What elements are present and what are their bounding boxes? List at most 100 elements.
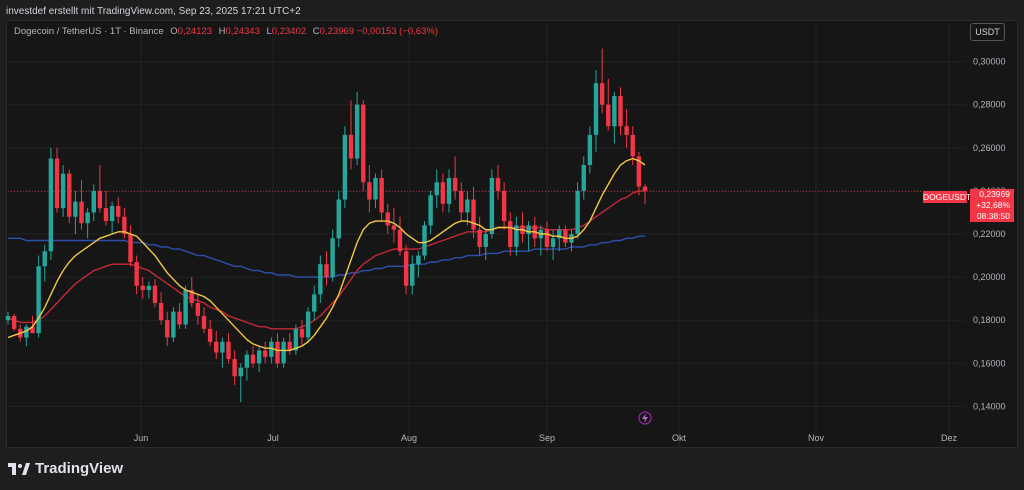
x-tick-label: Okt xyxy=(672,433,687,443)
candle-body xyxy=(275,341,280,364)
x-tick-label: Jun xyxy=(134,433,149,443)
y-tick-label: 0,28000 xyxy=(973,100,1006,110)
candle-body xyxy=(471,199,476,230)
low-value: 0,23402 xyxy=(271,26,307,37)
candle-body xyxy=(36,266,41,334)
candle-body xyxy=(330,238,335,278)
candle-body xyxy=(299,328,305,338)
candle-body xyxy=(183,290,188,325)
high-value: 0,24343 xyxy=(225,26,260,37)
candle-body xyxy=(158,302,164,321)
x-tick-label: Dez xyxy=(941,433,958,443)
candle-body xyxy=(128,234,133,263)
candle-body xyxy=(434,182,439,196)
candle-body xyxy=(250,354,256,364)
candle-body xyxy=(85,212,90,224)
symbol-price-tag: DOGEUSDT xyxy=(923,191,972,203)
lightning-icon xyxy=(638,411,652,425)
open-value: 0,24123 xyxy=(177,26,212,37)
candle-body xyxy=(501,190,507,222)
candle-body xyxy=(256,350,262,364)
candle-body xyxy=(97,190,103,209)
candle-body xyxy=(165,320,170,338)
last-price: 0,23969 xyxy=(979,189,1010,199)
low-key: L xyxy=(266,26,272,37)
lightning-bolt-icon xyxy=(642,413,648,423)
candle-body xyxy=(336,199,341,239)
candle-body xyxy=(24,326,29,338)
candle-body xyxy=(624,126,629,135)
candle-body xyxy=(612,96,617,127)
candle-body xyxy=(385,212,390,226)
chart-attribution: investdef erstellt mit TradingView.com, … xyxy=(6,6,301,17)
candle-body xyxy=(410,264,415,286)
candle-body xyxy=(312,294,317,312)
currency-button[interactable]: USDT xyxy=(970,23,1005,41)
candle-body xyxy=(593,83,599,135)
close-value: 0,23969 xyxy=(319,26,354,37)
candle-body xyxy=(318,264,323,295)
candle-body xyxy=(171,311,176,338)
candle-body xyxy=(5,315,11,321)
y-tick-label: 0,26000 xyxy=(973,143,1006,153)
candle-body xyxy=(263,350,268,357)
candle-body xyxy=(91,190,96,213)
tradingview-logo-icon xyxy=(8,463,30,476)
candle-body xyxy=(452,177,458,191)
high-key: H xyxy=(218,26,226,37)
candle-body xyxy=(42,251,47,267)
candle-body xyxy=(79,201,84,224)
candle-body xyxy=(465,199,470,213)
y-tick-label: 0,20000 xyxy=(973,272,1006,282)
candle-body xyxy=(195,302,201,316)
tradingview-brand[interactable]: TradingView xyxy=(8,460,123,477)
candle-body xyxy=(103,208,109,222)
candle-body xyxy=(606,104,611,127)
candle-body xyxy=(514,225,519,247)
candle-body xyxy=(30,326,35,334)
change-value: −0,00153 (−0,63%) xyxy=(356,26,438,37)
candle-body xyxy=(232,359,237,377)
candle-body xyxy=(379,177,384,213)
candle-body xyxy=(459,190,464,213)
candle-body xyxy=(177,311,182,325)
candle-body xyxy=(226,341,231,360)
candle-body xyxy=(587,134,593,166)
x-tick-label: Nov xyxy=(808,433,825,443)
x-tick-label: Sep xyxy=(539,433,555,443)
candle-body xyxy=(397,229,403,252)
candle-body xyxy=(269,341,274,357)
candle-body xyxy=(636,156,642,187)
y-tick-label: 0,16000 xyxy=(973,358,1006,368)
candle-body xyxy=(220,341,225,353)
candle-body xyxy=(642,186,648,191)
candle-body xyxy=(361,104,366,183)
candle-body xyxy=(244,354,250,368)
ma-yellow-line xyxy=(7,157,646,352)
candle-body xyxy=(446,177,452,204)
ohlc-legend: Dogecoin / TetherUS · 1T · Binance O0,24… xyxy=(14,26,438,37)
candle-body xyxy=(391,225,397,230)
y-tick-label: 0,30000 xyxy=(973,57,1006,67)
candle-body xyxy=(526,225,531,234)
candle-body xyxy=(422,225,427,256)
ma-red-line xyxy=(7,190,645,330)
candle-body xyxy=(54,158,60,209)
candle-body xyxy=(599,83,605,105)
candle-body xyxy=(416,255,421,265)
bar-countdown: 08:38:50 xyxy=(976,211,1010,221)
candle-body xyxy=(581,165,586,191)
last-price-box: 0,23969 +32,68% 08:38:50 xyxy=(970,189,1014,222)
candle-body xyxy=(73,201,78,217)
y-tick-label: 0,18000 xyxy=(973,315,1006,325)
candle-body xyxy=(201,315,207,329)
candle-body xyxy=(630,134,635,157)
candle-body xyxy=(67,173,72,217)
y-tick-label: 0,14000 xyxy=(973,401,1006,411)
candle-body xyxy=(403,251,409,286)
candle-body xyxy=(238,367,243,377)
candle-body xyxy=(557,229,562,239)
candle-body xyxy=(60,173,66,209)
candle-body xyxy=(152,285,158,303)
